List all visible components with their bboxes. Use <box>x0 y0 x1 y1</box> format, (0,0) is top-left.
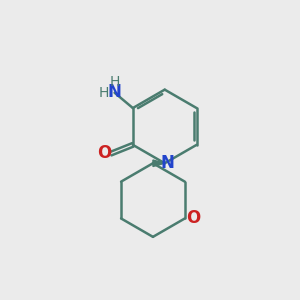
Text: O: O <box>186 209 200 227</box>
Text: N: N <box>107 83 121 101</box>
Text: N: N <box>160 154 174 172</box>
Text: O: O <box>97 144 111 162</box>
Text: H: H <box>110 74 120 88</box>
Text: H: H <box>98 86 109 100</box>
Polygon shape <box>153 160 165 166</box>
